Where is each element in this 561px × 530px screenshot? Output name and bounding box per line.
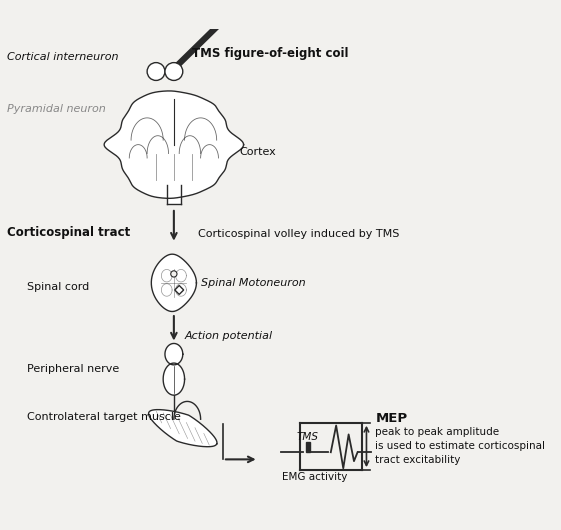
Polygon shape (162, 284, 172, 296)
Text: Peripheral nerve: Peripheral nerve (27, 364, 119, 374)
Text: peak to peak amplitude
is used to estimate corticospinal
tract excitability: peak to peak amplitude is used to estima… (375, 427, 545, 465)
Circle shape (165, 63, 183, 81)
Text: Cortex: Cortex (239, 147, 275, 157)
Text: MEP: MEP (375, 412, 407, 425)
Circle shape (147, 63, 165, 81)
Text: Spinal cord: Spinal cord (27, 282, 89, 292)
Polygon shape (163, 363, 185, 395)
Text: EMG activity: EMG activity (282, 472, 347, 482)
Text: Cortical interneuron: Cortical interneuron (7, 52, 118, 62)
Circle shape (171, 271, 177, 277)
Polygon shape (165, 343, 183, 365)
Polygon shape (162, 269, 172, 282)
Text: Corticospinal tract: Corticospinal tract (7, 225, 130, 238)
Text: Action potential: Action potential (185, 331, 273, 341)
Text: TMS: TMS (297, 432, 319, 442)
Text: Spinal Motoneuron: Spinal Motoneuron (201, 278, 305, 288)
Polygon shape (176, 284, 186, 296)
Text: Controlateral target muscle: Controlateral target muscle (27, 412, 181, 421)
Polygon shape (306, 441, 310, 452)
Text: Pyramidal neuron: Pyramidal neuron (7, 104, 106, 114)
Polygon shape (104, 91, 243, 198)
Polygon shape (151, 254, 196, 312)
Polygon shape (176, 269, 186, 282)
Text: Corticospinal volley induced by TMS: Corticospinal volley induced by TMS (198, 229, 399, 239)
Polygon shape (149, 410, 217, 447)
Polygon shape (175, 286, 183, 295)
Text: TMS figure-of-eight coil: TMS figure-of-eight coil (192, 47, 348, 60)
Polygon shape (167, 185, 181, 205)
